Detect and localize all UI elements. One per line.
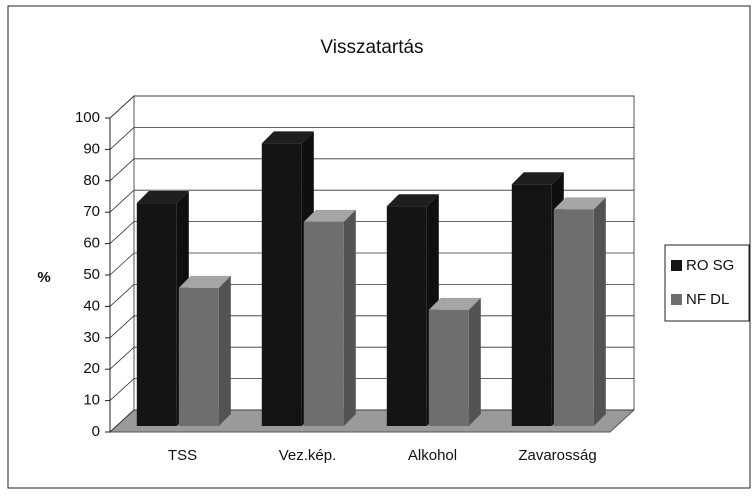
grid-line [109,189,135,213]
bar-side [343,209,356,426]
bar-top [511,172,564,185]
bar-side [593,197,606,426]
grid-line [109,127,135,150]
legend-label: RO SG [686,257,734,274]
grid-line [109,95,135,119]
legend-swatch [671,260,682,271]
y-tick-label: 50 [83,266,100,283]
legend-label: NF DL [686,291,729,308]
grid-line [109,346,135,370]
bar-top [261,131,314,144]
y-tick-label: 40 [83,297,100,314]
y-tick-label: 90 [83,140,100,157]
grid-line [109,221,135,244]
y-tick-label: 0 [92,423,100,440]
grid-line [109,284,135,307]
y-axis-label: % [37,269,50,286]
bar-top [178,275,231,288]
y-tick-label: 10 [83,392,100,409]
chart-title: Visszatartás [320,37,423,58]
bar-top [303,209,356,222]
bar-side [218,275,231,426]
grid-line [109,158,135,182]
bar [303,221,344,426]
bar-top [428,297,481,310]
legend-box [664,244,750,322]
bar [178,287,219,426]
bar [386,206,427,426]
x-tick-label: Alkohol [408,447,457,464]
grid-line [109,315,135,339]
y-tick-label: 20 [83,360,100,377]
grid-line [109,409,135,433]
y-tick-label: 30 [83,329,100,346]
x-tick-label: TSS [168,447,197,464]
bar [428,309,469,426]
bar-top [386,194,439,207]
y-tick-label: 100 [75,109,100,126]
bar [511,184,552,426]
y-tick-label: 70 [83,203,100,220]
bar [553,209,594,426]
grid-line [109,378,135,401]
bar-side [468,297,481,426]
bar [136,203,177,426]
bar-top [553,197,606,210]
x-tick-label: Vez.kép. [279,447,337,464]
y-tick-label: 80 [83,172,100,189]
legend-swatch [671,294,682,305]
x-tick-label: Zavarosság [518,447,596,464]
grid-line [109,252,135,276]
bar [261,143,302,426]
y-tick-label: 60 [83,235,100,252]
bar-top [136,191,189,204]
